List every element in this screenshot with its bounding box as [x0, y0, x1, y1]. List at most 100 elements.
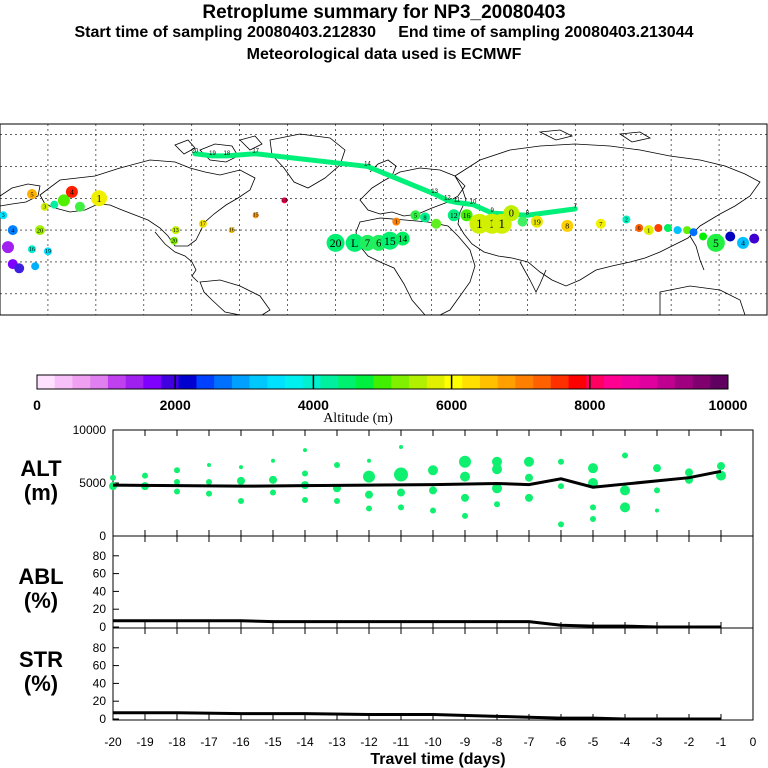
track-day-label: 17 [252, 149, 259, 155]
plume-marker-dot [65, 185, 78, 198]
track-day-label: 18 [224, 151, 231, 157]
alt-dot [525, 473, 533, 482]
colorbar-cell [320, 375, 339, 389]
x-tick-label: -9 [460, 735, 471, 749]
colorbar-cell [639, 375, 658, 389]
colorbar-cell [426, 375, 445, 389]
colorbar-tick-label: 2000 [160, 397, 191, 413]
colorbar-cell [409, 375, 428, 389]
alt-dot [142, 472, 148, 479]
colorbar-cell [603, 375, 622, 389]
alt-dot [588, 463, 598, 474]
colorbar-cell [391, 375, 410, 389]
plume-marker-dot [447, 209, 460, 222]
plume-marker-dot [326, 233, 345, 252]
plume-marker: 13 [171, 226, 180, 235]
plume-marker [1, 241, 14, 254]
plume-marker-dot [737, 236, 750, 249]
plume-marker-dot [91, 190, 108, 207]
colorbar-cell [249, 375, 268, 389]
abl-y-ticks: 80 60 40 20 0 [93, 549, 119, 634]
plume-marker-dot [380, 231, 399, 250]
alt-dot [620, 502, 630, 513]
plume-marker-label: 16 [29, 247, 35, 253]
x-tick-label: 0 [750, 735, 757, 749]
plume-marker-label: 17 [200, 222, 206, 228]
plume-marker-label: 1 [395, 219, 398, 225]
x-tick-label: -17 [200, 735, 218, 749]
plume-marker-dot [27, 245, 36, 254]
abl-unit: (%) [24, 588, 58, 613]
x-tick-label: -7 [524, 735, 535, 749]
plume-marker-dot [663, 223, 672, 232]
str-y-ticks: 80 60 40 20 0 [93, 641, 119, 726]
plume-marker [725, 231, 736, 242]
plume-marker-dot [561, 219, 574, 232]
alt-dot [334, 461, 340, 468]
plume-marker-label: 1 [498, 216, 505, 231]
alt-dot [558, 483, 564, 490]
plume-marker-label: 15 [384, 235, 396, 248]
plume-marker: 15 [380, 231, 399, 250]
plume-marker: 6 [635, 223, 644, 232]
plume-marker: 12 [447, 209, 460, 222]
plume-marker [74, 201, 85, 212]
altitude-colorbar: 0 2000 4000 6000 8000 10000 Altitude (m) [33, 374, 748, 426]
plume-marker: 1 [643, 225, 654, 236]
colorbar-cell [533, 375, 552, 389]
plume-marker-dot [252, 212, 259, 219]
plume-marker-label: 1 [647, 227, 650, 234]
alt-dot [685, 468, 693, 477]
alt-dot [269, 475, 277, 484]
plume-marker: 5 [410, 210, 421, 221]
plume-marker-label: 5 [713, 237, 719, 250]
alt-dot [206, 478, 212, 485]
plume-marker: 4 [737, 236, 750, 249]
plume-marker-dot [198, 219, 207, 228]
abl-label: ABL [18, 564, 63, 589]
x-tick-label: -8 [492, 735, 503, 749]
plume-marker-dot [749, 233, 760, 244]
alt-dot [558, 521, 564, 528]
plume-marker-dot [622, 215, 631, 224]
plume-marker-label: 8 [565, 222, 569, 231]
x-axis-ticks: -20 -19 -18 -17 -16 -15 -14 -13 -12 -11 -10 -9 -8 -7-… [104, 430, 757, 749]
colorbar-cell [586, 375, 605, 389]
plume-marker-label: 2 [625, 217, 628, 223]
alt-dot [620, 485, 630, 496]
colorbar-cell [125, 375, 144, 389]
alt-dot [399, 444, 403, 449]
alt-dot [459, 455, 471, 468]
plume-marker [663, 223, 672, 232]
start-time-label: Start time of sampling 20080403.212830 [74, 24, 377, 41]
plume-marker: 8 [561, 219, 574, 232]
x-tick-label: -11 [393, 735, 410, 749]
alt-dot [717, 462, 725, 471]
chart-title: Retroplume summary for NP3_20080403 [202, 2, 566, 23]
plume-marker: 8 [420, 212, 431, 223]
track-day-label: 8 [526, 210, 530, 216]
plume-marker-dot [683, 226, 692, 235]
str-panel: STR (%) 80 60 40 20 0 [19, 627, 754, 726]
abl-panel-frame [112, 535, 754, 629]
colorbar-cell [621, 375, 640, 389]
track-day-label: 20 [192, 149, 199, 155]
plume-marker [431, 218, 442, 229]
plume-marker-dot [228, 227, 235, 234]
y-tick-label: 20 [93, 602, 107, 616]
plume-marker: 16 [228, 227, 235, 234]
y-tick-label: 60 [93, 659, 107, 673]
y-tick-label: 0 [99, 529, 106, 543]
plume-marker-label: 12 [450, 211, 458, 220]
alt-dot [394, 467, 408, 482]
alt-panel: ALT (m) 10000 5000 0 [20, 423, 754, 543]
colorbar-cell [550, 375, 569, 389]
y-tick-label: 0 [99, 712, 106, 726]
alt-y-ticks: 10000 5000 0 [73, 423, 119, 543]
plume-marker-dot [503, 205, 520, 222]
plume-marker [50, 200, 59, 209]
alt-dot [239, 465, 243, 470]
track-day-label: 11 [454, 198, 461, 204]
colorbar-cell [710, 375, 729, 389]
colorbar-cell [515, 375, 534, 389]
